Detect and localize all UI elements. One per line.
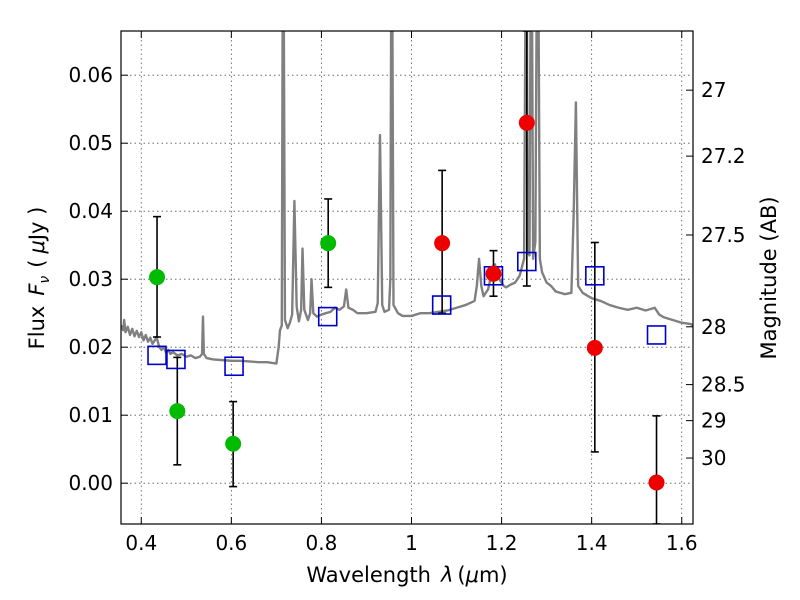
- y-axis-label: FluxFν(μJy ): [25, 207, 53, 350]
- x-tick-label: 1: [405, 531, 418, 555]
- model-photometry-square: [166, 349, 186, 370]
- red-detection-point: [434, 235, 451, 252]
- y2-axis-label: Magnitude (AB): [757, 196, 781, 359]
- red-detection-point: [586, 339, 603, 356]
- model-photometry-square: [431, 295, 452, 315]
- x-tick-label: 0.4: [125, 531, 157, 555]
- model-photometry-square: [224, 356, 244, 377]
- red-detection-point: [518, 114, 535, 131]
- error-bar: [652, 415, 661, 524]
- error-bar: [522, 31, 531, 287]
- red-detection-point: [648, 474, 665, 491]
- y2-tick-label: 29: [701, 409, 726, 433]
- y2-tick-label: 30: [701, 446, 726, 470]
- model-photometry-square: [147, 345, 167, 366]
- y-tick-label: 0.01: [68, 403, 113, 427]
- y2-tick-label: 27.5: [701, 223, 746, 247]
- y2-tick-label: 28: [701, 315, 726, 339]
- x-tick-label: 1.2: [486, 531, 518, 555]
- y-tick-label: 0.03: [68, 267, 113, 291]
- red-detection-point: [485, 265, 502, 282]
- model-photometry-square: [585, 265, 605, 286]
- grid-lines: [121, 31, 693, 524]
- y-tick-label: 0.05: [68, 131, 113, 155]
- x-tick-label: 0.6: [215, 531, 247, 555]
- plot-area: [121, 31, 693, 524]
- y2-tick-label: 27.2: [701, 144, 746, 168]
- y2-tick-label: 28.5: [701, 373, 746, 397]
- y-tick-label: 0.06: [68, 63, 113, 87]
- x-tick-label: 0.8: [306, 531, 338, 555]
- plot-frame: [120, 30, 694, 525]
- x-tick-label: 1.4: [576, 531, 608, 555]
- model-photometry-square: [317, 306, 338, 327]
- spectrum-line: [121, 31, 693, 365]
- y2-tick-label: 27: [701, 78, 726, 102]
- model-photometry-square: [646, 325, 667, 345]
- y-tick-label: 0.00: [68, 471, 113, 495]
- green-detection-point: [169, 403, 186, 420]
- axes: 0.4 0.6 0.8 1 1.2 1.4 1.6 0.00 0.01 0.02 0.03 0.04 0…: [68, 30, 746, 555]
- x-axis-label: Wavelength λ (μm): [306, 563, 507, 587]
- y-tick-label: 0.04: [68, 199, 113, 223]
- x-tick-label: 1.6: [666, 531, 698, 555]
- green-detection-point: [149, 269, 166, 286]
- green-detection-point: [225, 435, 242, 452]
- y-tick-label: 0.02: [68, 335, 113, 359]
- model-photometry-square: [517, 251, 537, 272]
- green-detection-point: [320, 235, 337, 252]
